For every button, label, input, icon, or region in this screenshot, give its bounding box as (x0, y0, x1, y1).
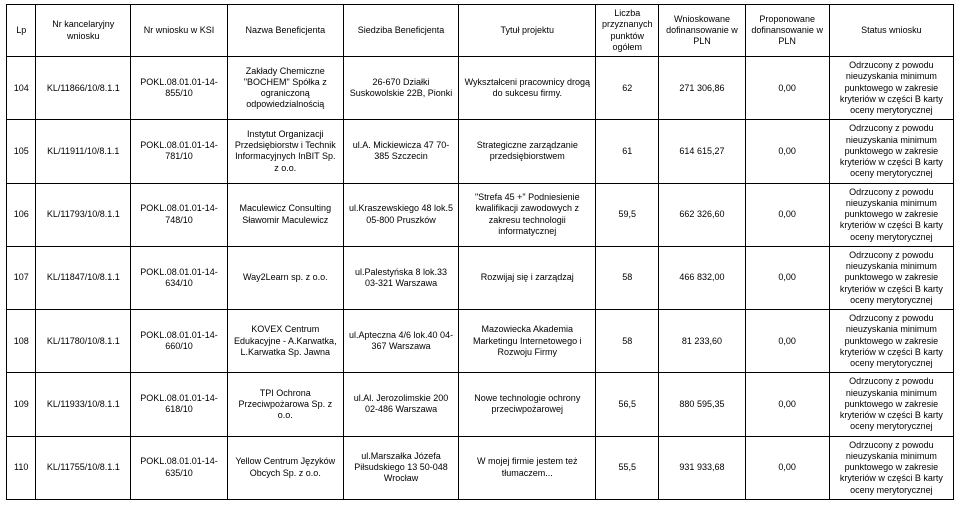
cell-siedziba: ul.Marszałka Józefa Piłsudskiego 13 50-0… (343, 436, 459, 499)
cell-status: Odrzucony z powodu nieuzyskania minimum … (829, 57, 953, 120)
col-nazwa: Nazwa Beneficjenta (227, 5, 343, 57)
cell-nazwa: TPI Ochrona Przeciwpożarowa Sp. z o.o. (227, 373, 343, 436)
cell-prop: 0,00 (745, 373, 829, 436)
cell-ksi: POKL.08.01.01-14-748/10 (131, 183, 228, 246)
cell-ksi: POKL.08.01.01-14-618/10 (131, 373, 228, 436)
cell-prop: 0,00 (745, 436, 829, 499)
table-row: 106KL/11793/10/8.1.1POKL.08.01.01-14-748… (7, 183, 954, 246)
cell-kanc: KL/11933/10/8.1.1 (36, 373, 131, 436)
cell-prop: 0,00 (745, 310, 829, 373)
cell-tytul: "Strefa 45 +" Podniesienie kwalifikacji … (459, 183, 596, 246)
cell-ksi: POKL.08.01.01-14-635/10 (131, 436, 228, 499)
table-row: 107KL/11847/10/8.1.1POKL.08.01.01-14-634… (7, 246, 954, 309)
col-proponowane: Proponowane dofinansowanie w PLN (745, 5, 829, 57)
col-status: Status wniosku (829, 5, 953, 57)
table-row: 104KL/11866/10/8.1.1POKL.08.01.01-14-855… (7, 57, 954, 120)
cell-kanc: KL/11755/10/8.1.1 (36, 436, 131, 499)
cell-kanc: KL/11911/10/8.1.1 (36, 120, 131, 183)
col-tytul: Tytuł projektu (459, 5, 596, 57)
cell-status: Odrzucony z powodu nieuzyskania minimum … (829, 436, 953, 499)
cell-lp: 108 (7, 310, 36, 373)
cell-prop: 0,00 (745, 120, 829, 183)
cell-lp: 107 (7, 246, 36, 309)
table-row: 109KL/11933/10/8.1.1POKL.08.01.01-14-618… (7, 373, 954, 436)
cell-wnio: 662 326,60 (659, 183, 745, 246)
cell-punkty: 58 (596, 246, 659, 309)
table-row: 110KL/11755/10/8.1.1POKL.08.01.01-14-635… (7, 436, 954, 499)
cell-siedziba: ul.Al. Jerozolimskie 200 02-486 Warszawa (343, 373, 459, 436)
col-lp: Lp (7, 5, 36, 57)
cell-nazwa: Way2Learn sp. z o.o. (227, 246, 343, 309)
cell-ksi: POKL.08.01.01-14-781/10 (131, 120, 228, 183)
cell-kanc: KL/11847/10/8.1.1 (36, 246, 131, 309)
cell-wnio: 466 832,00 (659, 246, 745, 309)
cell-kanc: KL/11780/10/8.1.1 (36, 310, 131, 373)
cell-nazwa: Yellow Centrum Języków Obcych Sp. z o.o. (227, 436, 343, 499)
cell-punkty: 58 (596, 310, 659, 373)
cell-wnio: 880 595,35 (659, 373, 745, 436)
cell-ksi: POKL.08.01.01-14-855/10 (131, 57, 228, 120)
cell-status: Odrzucony z powodu nieuzyskania minimum … (829, 246, 953, 309)
cell-lp: 110 (7, 436, 36, 499)
cell-prop: 0,00 (745, 183, 829, 246)
application-table: Lp Nr kancelaryjny wniosku Nr wniosku w … (6, 4, 954, 500)
cell-wnio: 271 306,86 (659, 57, 745, 120)
cell-ksi: POKL.08.01.01-14-660/10 (131, 310, 228, 373)
col-wnioskowane: Wnioskowane dofinansowanie w PLN (659, 5, 745, 57)
cell-siedziba: ul.Apteczna 4/6 lok.40 04-367 Warszawa (343, 310, 459, 373)
cell-punkty: 61 (596, 120, 659, 183)
cell-status: Odrzucony z powodu nieuzyskania minimum … (829, 183, 953, 246)
cell-tytul: Mazowiecka Akademia Marketingu Interneto… (459, 310, 596, 373)
cell-status: Odrzucony z powodu nieuzyskania minimum … (829, 310, 953, 373)
cell-lp: 109 (7, 373, 36, 436)
cell-lp: 104 (7, 57, 36, 120)
cell-siedziba: ul.A. Mickiewicza 47 70-385 Szczecin (343, 120, 459, 183)
cell-nazwa: Instytut Organizacji Przedsiębiorstw i T… (227, 120, 343, 183)
cell-tytul: Rozwijaj się i zarządzaj (459, 246, 596, 309)
cell-punkty: 62 (596, 57, 659, 120)
col-siedziba: Siedziba Beneficjenta (343, 5, 459, 57)
cell-wnio: 931 933,68 (659, 436, 745, 499)
cell-tytul: W mojej firmie jestem też tłumaczem... (459, 436, 596, 499)
cell-prop: 0,00 (745, 57, 829, 120)
col-kanc: Nr kancelaryjny wniosku (36, 5, 131, 57)
cell-ksi: POKL.08.01.01-14-634/10 (131, 246, 228, 309)
cell-wnio: 614 615,27 (659, 120, 745, 183)
cell-wnio: 81 233,60 (659, 310, 745, 373)
cell-tytul: Wykształceni pracownicy drogą do sukcesu… (459, 57, 596, 120)
table-row: 105KL/11911/10/8.1.1POKL.08.01.01-14-781… (7, 120, 954, 183)
col-ksi: Nr wniosku w KSI (131, 5, 228, 57)
cell-prop: 0,00 (745, 246, 829, 309)
cell-status: Odrzucony z powodu nieuzyskania minimum … (829, 373, 953, 436)
cell-nazwa: Zakłady Chemiczne "BOCHEM" Spółka z ogra… (227, 57, 343, 120)
cell-tytul: Strategiczne zarządzanie przedsiębiorstw… (459, 120, 596, 183)
cell-lp: 105 (7, 120, 36, 183)
cell-lp: 106 (7, 183, 36, 246)
cell-siedziba: ul.Palestyńska 8 lok.33 03-321 Warszawa (343, 246, 459, 309)
cell-nazwa: KOVEX Centrum Edukacyjne - A.Karwatka, L… (227, 310, 343, 373)
cell-tytul: Nowe technologie ochrony przeciwpożarowe… (459, 373, 596, 436)
cell-punkty: 59,5 (596, 183, 659, 246)
cell-punkty: 56,5 (596, 373, 659, 436)
table-header-row: Lp Nr kancelaryjny wniosku Nr wniosku w … (7, 5, 954, 57)
col-punkty: Liczba przyznanych punktów ogółem (596, 5, 659, 57)
cell-punkty: 55,5 (596, 436, 659, 499)
cell-status: Odrzucony z powodu nieuzyskania minimum … (829, 120, 953, 183)
cell-kanc: KL/11793/10/8.1.1 (36, 183, 131, 246)
cell-siedziba: 26-670 Działki Suskowolskie 22B, Pionki (343, 57, 459, 120)
cell-kanc: KL/11866/10/8.1.1 (36, 57, 131, 120)
table-row: 108KL/11780/10/8.1.1POKL.08.01.01-14-660… (7, 310, 954, 373)
cell-nazwa: Maculewicz Consulting Sławomir Maculewic… (227, 183, 343, 246)
cell-siedziba: ul.Kraszewskiego 48 lok.5 05-800 Pruszkó… (343, 183, 459, 246)
